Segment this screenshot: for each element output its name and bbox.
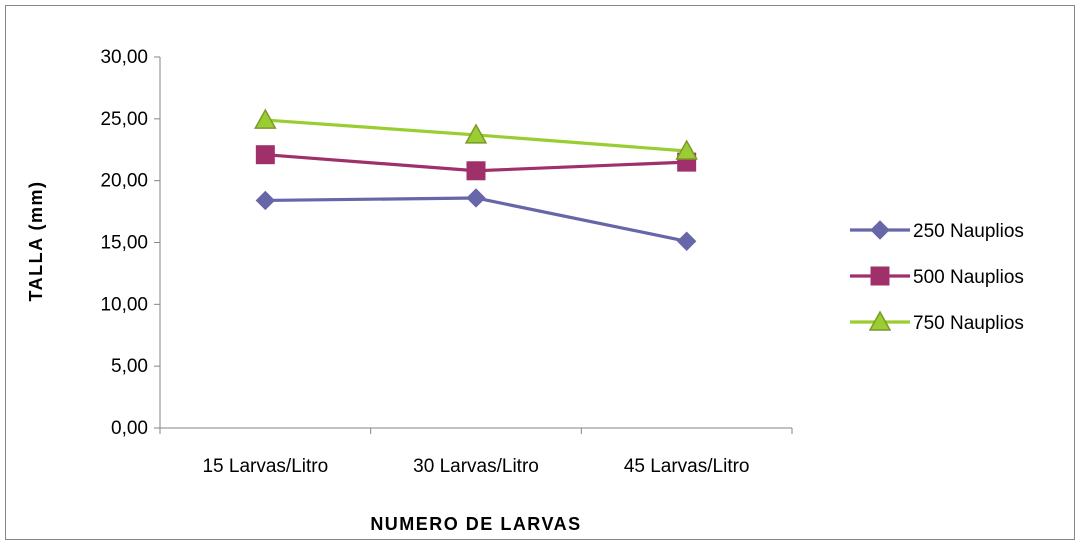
data-point xyxy=(464,123,488,144)
series-1 xyxy=(255,188,697,251)
legend-label: 750 Nauplios xyxy=(913,313,1024,334)
data-point xyxy=(255,190,276,211)
x-axis: 15 Larvas/Litro 30 Larvas/Litro 45 Larvas/… xyxy=(159,427,793,477)
y-axis-title: TALLA (mm) xyxy=(26,181,46,302)
y-tick-label: 15,00 xyxy=(100,233,148,254)
y-tick-label: 5,00 xyxy=(111,356,148,377)
series-3 xyxy=(254,108,698,160)
data-point xyxy=(466,188,486,208)
x-tick-label: 15 Larvas/Litro xyxy=(202,456,328,477)
series-layer xyxy=(254,108,698,251)
y-tick-label: 10,00 xyxy=(100,294,148,315)
legend-marker xyxy=(870,266,890,286)
legend: 250 Nauplios 500 Nauplios 750 Nauplios xyxy=(850,220,1024,334)
legend-label: 250 Nauplios xyxy=(913,221,1024,242)
legend-item: 250 Nauplios xyxy=(850,220,1024,242)
chart-frame xyxy=(5,5,1075,540)
data-point xyxy=(255,145,275,165)
legend-item: 750 Nauplios xyxy=(850,310,1024,334)
data-point xyxy=(675,139,698,160)
legend-label: 500 Nauplios xyxy=(913,267,1024,288)
y-tick-label: 0,00 xyxy=(111,418,148,439)
legend-item: 500 Nauplios xyxy=(850,266,1024,288)
y-axis: 0,00 5,00 10,00 15,00 20,00 25,00 30,00 xyxy=(100,47,161,439)
data-point xyxy=(254,108,277,129)
y-tick-label: 25,00 xyxy=(100,109,148,130)
data-point xyxy=(676,231,697,251)
y-tick-label: 20,00 xyxy=(100,171,148,192)
series-2 xyxy=(255,145,697,181)
x-tick-label: 45 Larvas/Litro xyxy=(624,456,750,477)
data-point xyxy=(466,161,486,181)
x-axis-title: NUMERO DE LARVAS xyxy=(370,514,581,534)
x-tick-label: 30 Larvas/Litro xyxy=(413,456,539,477)
y-tick-label: 30,00 xyxy=(100,47,148,68)
legend-marker xyxy=(870,220,890,240)
legend-marker xyxy=(868,310,892,331)
